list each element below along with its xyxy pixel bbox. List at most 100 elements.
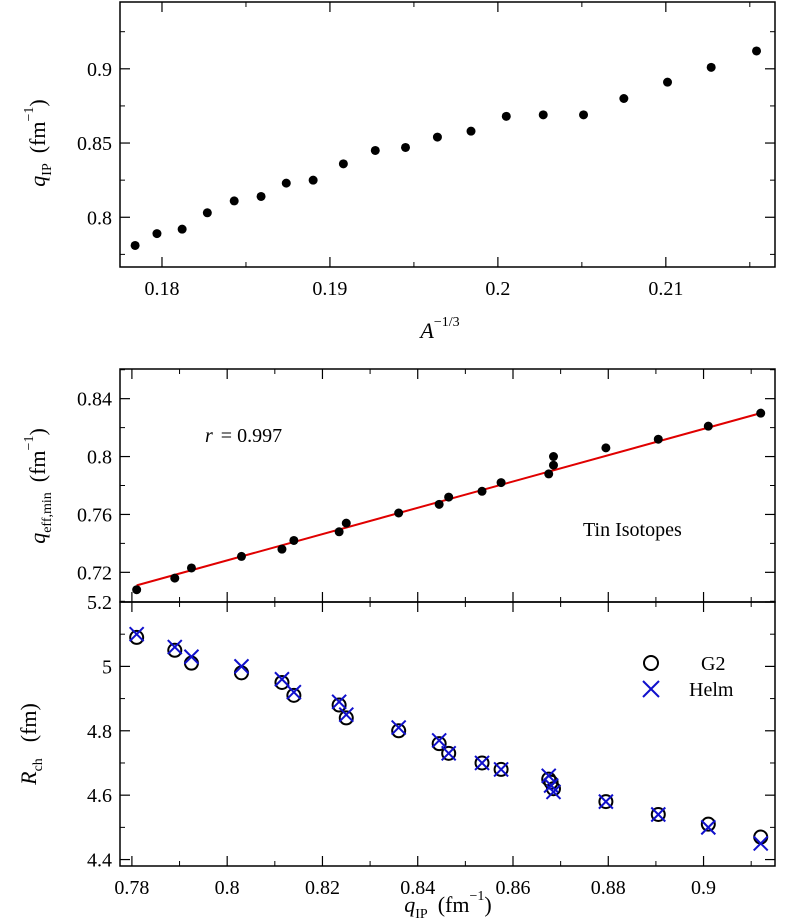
x-tick-label: 0.19 xyxy=(312,278,347,300)
data-point xyxy=(579,110,589,120)
middle-panel-ticks: 0.72 0.76 0.8 0.84 xyxy=(77,369,775,602)
top-panel-points xyxy=(130,46,762,250)
helm-point xyxy=(274,671,290,687)
g2-point xyxy=(431,736,447,752)
g2-point xyxy=(474,755,490,771)
data-point xyxy=(496,478,506,488)
g2-point xyxy=(331,697,347,713)
data-point xyxy=(186,563,196,573)
y-tick-label: 0.8 xyxy=(87,447,112,469)
data-point xyxy=(601,443,611,453)
y-tick-label: 5.2 xyxy=(87,592,112,614)
y-tick-label: 5 xyxy=(102,656,112,678)
x-tick-label: 0.88 xyxy=(591,877,626,899)
helm-point xyxy=(331,694,347,710)
data-point xyxy=(548,460,558,470)
data-point xyxy=(663,77,673,87)
y-tick-label: 4.4 xyxy=(87,850,112,872)
top-y-axis-label: qIP(fm−1) xyxy=(22,99,55,186)
legend-g2-marker xyxy=(643,655,659,671)
g2-point xyxy=(129,629,145,645)
g2-point xyxy=(286,687,302,703)
x-tick-label: 0.82 xyxy=(305,877,340,899)
g2-point xyxy=(650,806,666,822)
x-tick-label: 0.9 xyxy=(691,877,716,899)
x-tick-label: 0.18 xyxy=(144,278,179,300)
helm-point xyxy=(474,755,490,771)
helm-point xyxy=(541,768,557,784)
bottom-y-axis-label: Rch(fm) xyxy=(16,703,46,786)
helm-point xyxy=(493,761,509,778)
middle-panel-frame xyxy=(119,368,776,603)
data-point xyxy=(277,544,287,554)
correlation-annotation: r = 0.997 xyxy=(205,425,282,447)
y-tick-label: 0.72 xyxy=(77,562,112,584)
data-point xyxy=(706,62,716,72)
bottom-panel-ticks: 0.78 0.8 0.82 0.84 0.86 0.88 0.9 4.4 4.6 4.8 5 5.2 xyxy=(87,592,775,899)
g2-point xyxy=(391,723,407,739)
helm-point xyxy=(753,835,769,852)
g2-point xyxy=(493,761,509,777)
helm-point xyxy=(545,784,562,800)
top-panel: 0.18 0.19 0.2 0.21 0.8 0.85 0.9 A−1/3 qIP(fm−1… xyxy=(22,1,776,343)
helm-point xyxy=(700,819,717,836)
legend: G2 Helm xyxy=(642,653,734,701)
data-point xyxy=(256,191,266,201)
data-point xyxy=(170,573,180,583)
y-tick-label: 0.9 xyxy=(87,59,112,81)
helm-point xyxy=(650,806,666,823)
g2-point xyxy=(338,710,354,726)
top-panel-frame xyxy=(119,1,776,268)
helm-point xyxy=(390,719,407,736)
data-point xyxy=(289,535,299,545)
data-point xyxy=(341,518,351,528)
helm-point xyxy=(286,684,302,700)
data-point xyxy=(132,585,142,595)
helm-point xyxy=(431,732,447,749)
data-point xyxy=(703,421,713,431)
data-point xyxy=(236,551,246,561)
bottom-panel-frame xyxy=(119,601,776,867)
y-tick-label: 0.84 xyxy=(77,389,112,411)
data-point xyxy=(334,527,344,537)
bottom-x-axis-label: qIP (fm−1) xyxy=(404,889,491,921)
y-tick-label: 0.8 xyxy=(87,207,112,229)
data-point xyxy=(202,208,212,218)
helm-point xyxy=(233,658,250,675)
data-point xyxy=(653,434,663,444)
data-point xyxy=(501,111,511,121)
x-tick-label: 0.86 xyxy=(496,877,531,899)
x-tick-label: 0.84 xyxy=(400,877,435,899)
data-point xyxy=(756,408,766,418)
legend-helm-label: Helm xyxy=(689,679,734,701)
top-panel-ticks: 0.18 0.19 0.2 0.21 0.8 0.85 0.9 xyxy=(77,2,775,300)
data-point xyxy=(619,93,629,103)
tin-isotopes-annotation: Tin Isotopes xyxy=(583,519,682,541)
legend-helm-cross xyxy=(642,680,660,698)
g2-point xyxy=(441,745,457,761)
top-x-axis-label-sup: −1/3 xyxy=(434,315,460,330)
data-point xyxy=(544,469,554,479)
data-point xyxy=(394,508,404,518)
data-point xyxy=(538,110,548,120)
g2-point xyxy=(183,655,199,671)
data-point xyxy=(432,132,442,142)
middle-y-axis-label: qeff,min(fm−1) xyxy=(22,428,55,544)
data-point xyxy=(752,46,762,56)
g2-point xyxy=(233,665,249,681)
data-point xyxy=(177,224,187,234)
y-tick-label: 4.6 xyxy=(87,785,112,807)
helm-point xyxy=(598,793,614,810)
g2-point xyxy=(700,816,716,832)
y-tick-label: 4.8 xyxy=(87,721,112,743)
data-point xyxy=(281,178,291,188)
helm-point xyxy=(167,639,183,655)
plot-frame xyxy=(119,601,776,867)
g2-point xyxy=(167,642,183,658)
plot-frame xyxy=(119,368,776,603)
data-point xyxy=(370,145,380,155)
data-point xyxy=(130,240,140,250)
x-tick-label: 0.21 xyxy=(648,278,683,300)
data-point xyxy=(466,126,476,136)
